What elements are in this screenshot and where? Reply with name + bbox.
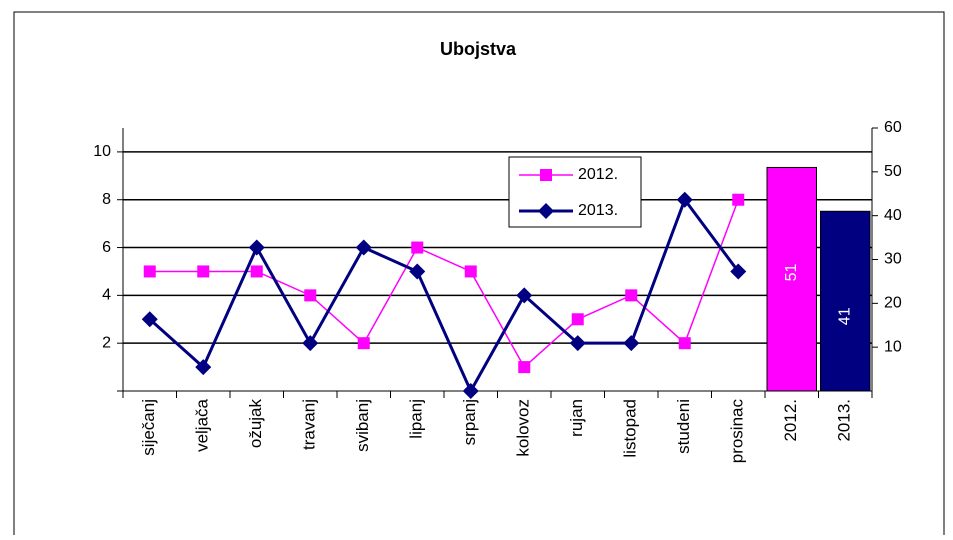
marker [571,313,584,326]
x-tick-label: prosinac [728,399,747,464]
y2-tick-label: 30 [884,251,902,268]
x-tick-label: kolovoz [514,399,533,457]
x-tick-label: listopad [621,399,640,458]
legend-marker [540,169,552,181]
marker [518,361,531,374]
marker [623,335,640,352]
marker [678,337,691,350]
bar-value-label: 41 [836,307,853,325]
marker [141,311,158,328]
marker [195,359,212,376]
y-tick-label: 6 [102,239,111,256]
bar [820,210,871,392]
x-tick-label: srpanj [460,399,479,445]
marker [411,241,424,254]
marker [355,239,372,256]
x-tick-label: ožujak [246,399,265,449]
y-tick-label: 8 [102,191,111,208]
x-tick-label: rujan [567,399,586,437]
marker [730,263,747,280]
y2-tick-label: 20 [884,295,902,312]
marker [625,289,638,302]
marker [250,265,263,278]
y2-tick-label: 40 [884,207,902,224]
marker [143,265,156,278]
marker [516,287,533,304]
marker [197,265,210,278]
x-tick-label: lipanj [407,399,426,439]
y2-tick-label: 50 [884,163,902,180]
x-tick-label: 2013. [835,399,854,442]
x-tick-label: siječanj [139,399,158,456]
chart-title: Ubojstva [440,39,517,59]
line [149,199,739,369]
x-tick-label: travanj [300,399,319,450]
x-tick-label: svibanj [353,399,372,452]
legend-label: 2013. [578,202,618,219]
marker [732,193,745,206]
y-tick-label: 2 [102,334,111,351]
legend-box [508,156,642,228]
y2-tick-label: 10 [884,338,902,355]
x-tick-label: veljača [193,398,212,451]
marker [304,289,317,302]
bar-value-label: 51 [783,263,800,281]
marker [462,383,479,399]
marker [569,335,586,352]
marker [676,191,693,208]
y2-tick-label: 60 [884,119,902,136]
marker [464,265,477,278]
legend-marker [538,203,554,219]
x-tick-label: 2012. [781,399,800,442]
bar [766,166,817,392]
line [148,196,740,395]
marker [357,337,370,350]
marker [302,335,319,352]
x-tick-label: studeni [674,399,693,454]
marker [409,263,426,280]
marker [248,239,265,256]
y-tick-label: 4 [102,287,111,304]
legend-label: 2012. [578,166,618,183]
y-tick-label: 10 [93,143,111,160]
